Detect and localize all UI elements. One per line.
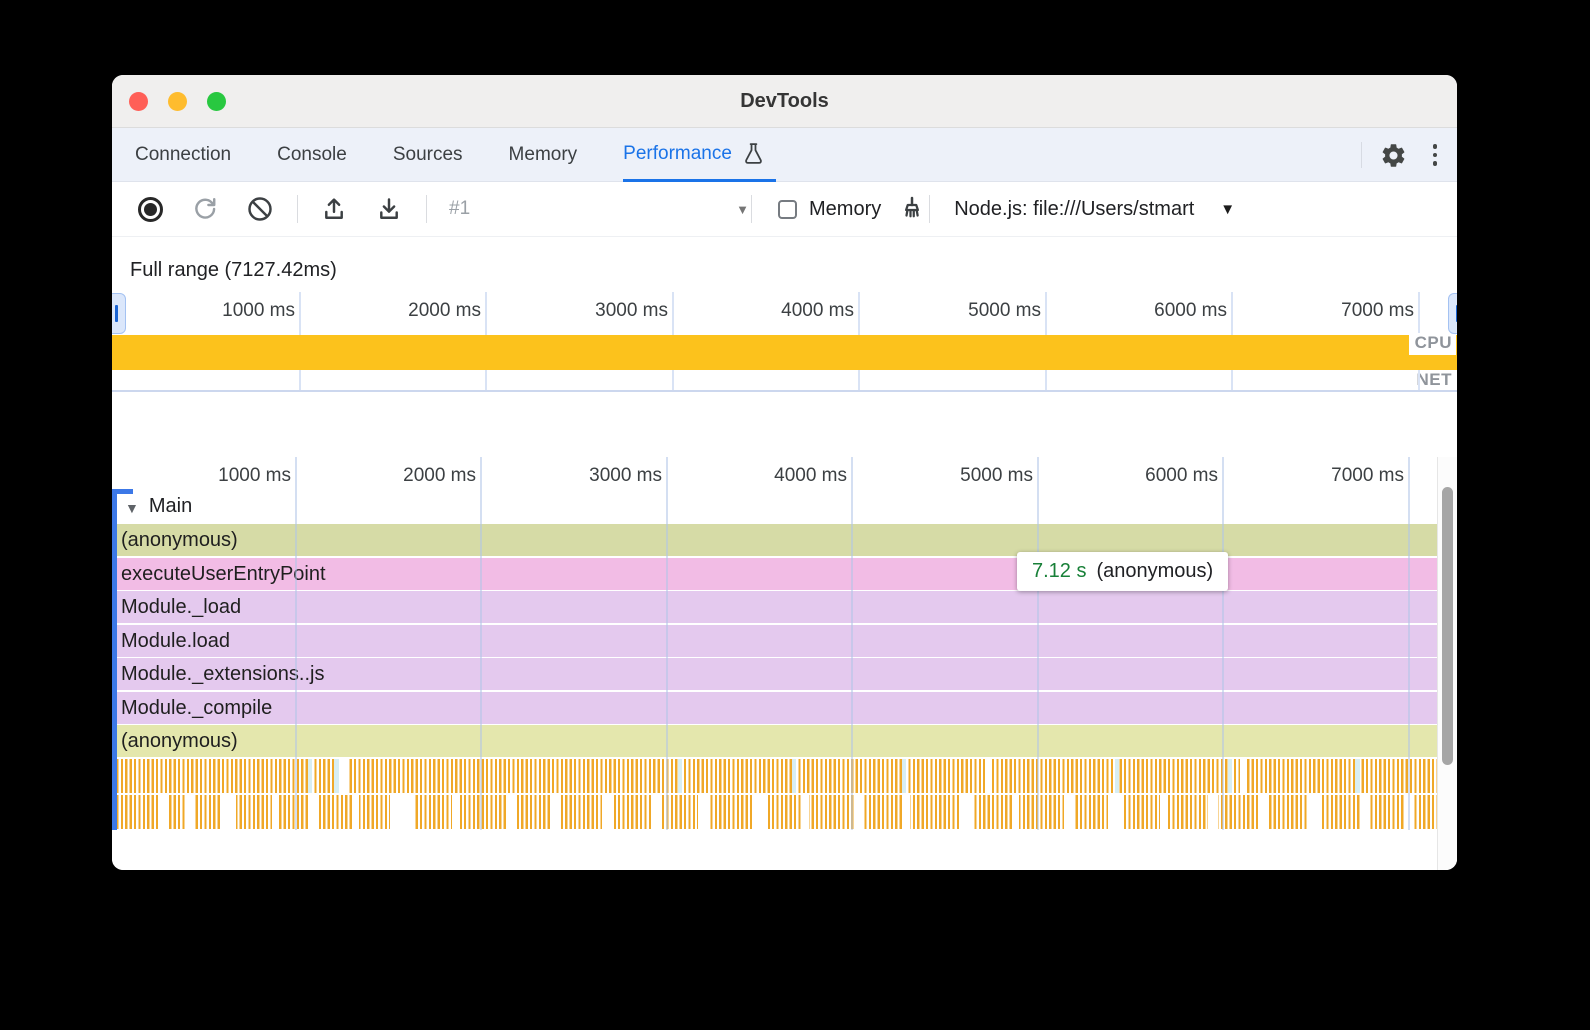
- ruler-tick: 3000 ms: [595, 300, 668, 321]
- memory-checkbox[interactable]: [778, 199, 797, 219]
- broom-icon[interactable]: [897, 194, 927, 224]
- flame-row[interactable]: (anonymous): [112, 725, 1437, 757]
- divider: [1360, 142, 1362, 168]
- range-handle-right[interactable]: [1448, 293, 1457, 334]
- flame-row[interactable]: Module.load: [112, 624, 1437, 657]
- full-range-label: Full range (7127.42ms): [112, 237, 1457, 292]
- flame-row[interactable]: (anonymous): [112, 524, 1437, 556]
- upload-profile-icon[interactable]: [314, 189, 354, 229]
- ruler-tick: 6000 ms: [1154, 300, 1227, 321]
- ruler-tick: 5000 ms: [968, 300, 1041, 321]
- tab-connection[interactable]: Connection: [135, 143, 232, 165]
- ruler-tick: 1000 ms: [222, 300, 295, 321]
- reload-and-record-icon[interactable]: [185, 189, 225, 229]
- window-title: DevTools: [740, 90, 829, 112]
- settings-gear-icon[interactable]: [1380, 142, 1407, 169]
- range-handle-left[interactable]: [112, 293, 126, 334]
- divider: [426, 195, 427, 223]
- tab-console[interactable]: Console: [277, 143, 347, 165]
- history-value: #1: [449, 198, 471, 219]
- chevron-down-icon: ▼: [736, 201, 749, 217]
- timeline-overview[interactable]: 1000 ms 2000 ms 3000 ms 4000 ms 5000 ms …: [112, 292, 1457, 457]
- ruler-tick: 3000 ms: [589, 465, 662, 486]
- clear-recording-icon[interactable]: [240, 189, 280, 229]
- divider: [929, 195, 931, 223]
- tab-memory[interactable]: Memory: [508, 143, 578, 165]
- ruler-tick: 2000 ms: [408, 300, 481, 321]
- scrollbar-thumb[interactable]: [1442, 487, 1453, 765]
- net-label: NET: [1416, 370, 1452, 389]
- flame-row[interactable]: Module._load: [112, 591, 1437, 623]
- tooltip-duration: 7.12 s: [1032, 560, 1087, 582]
- ruler-tick: 1000 ms: [218, 465, 291, 486]
- main-track-label: Main: [148, 495, 193, 517]
- chevron-down-icon: ▼: [1220, 200, 1236, 218]
- flame-row[interactable]: Module._extensions..js: [112, 658, 1437, 690]
- divider: [751, 195, 752, 223]
- more-options-icon[interactable]: [1429, 140, 1442, 170]
- tab-performance[interactable]: Performance: [623, 128, 776, 182]
- ruler-tick: 4000 ms: [774, 465, 847, 486]
- zoom-window-button[interactable]: [207, 92, 226, 111]
- minimize-window-button[interactable]: [168, 92, 187, 111]
- track-selection-bar: [112, 489, 117, 830]
- record-icon[interactable]: [130, 189, 170, 229]
- collapse-triangle-icon[interactable]: ▼: [125, 499, 139, 516]
- history-dropdown[interactable]: #1 ▼: [449, 198, 749, 220]
- target-selector-dropdown[interactable]: Node.js: file:///Users/stmart ▼: [954, 198, 1235, 221]
- flame-chart[interactable]: 1000 ms 2000 ms 3000 ms 4000 ms 5000 ms …: [112, 457, 1457, 870]
- main-track-header[interactable]: ▼ Main: [112, 489, 192, 524]
- download-profile-icon[interactable]: [369, 189, 409, 229]
- ruler-tick: 7000 ms: [1331, 465, 1404, 486]
- vertical-scrollbar[interactable]: [1437, 457, 1457, 870]
- tab-sources[interactable]: Sources: [392, 143, 463, 165]
- ruler-tick: 7000 ms: [1341, 300, 1414, 321]
- overview-ruler: 1000 ms 2000 ms 3000 ms 4000 ms 5000 ms …: [112, 292, 1457, 335]
- devtools-window: DevTools Connection Console Sources Memo…: [112, 75, 1457, 870]
- tab-bar-actions: [1360, 128, 1458, 182]
- ruler-tick: 5000 ms: [960, 465, 1033, 486]
- ruler-tick: 6000 ms: [1145, 465, 1218, 486]
- memory-label: Memory: [809, 197, 882, 220]
- ruler-tick: 2000 ms: [403, 465, 476, 486]
- flame-row-dense-calls[interactable]: [112, 795, 1437, 829]
- flame-row[interactable]: Module._compile: [112, 691, 1437, 724]
- title-bar: DevTools: [112, 75, 1457, 128]
- flame-row-dense-calls[interactable]: [112, 759, 1437, 793]
- ruler-tick: 4000 ms: [781, 300, 854, 321]
- tooltip-event-name: (anonymous): [1096, 560, 1214, 582]
- divider: [297, 195, 298, 223]
- event-tooltip: 7.12 s (anonymous): [1017, 552, 1229, 591]
- panel-tab-bar: Connection Console Sources Memory Perfor…: [112, 128, 1457, 182]
- cpu-label: CPU: [1408, 333, 1456, 355]
- cpu-activity-band[interactable]: CPU: [112, 333, 1457, 370]
- flask-icon: [741, 141, 766, 166]
- performance-toolbar: #1 ▼ Memory Node.js: file:///Users/stmar…: [112, 182, 1457, 237]
- memory-toggle[interactable]: Memory: [778, 198, 881, 221]
- close-window-button[interactable]: [129, 92, 148, 111]
- flame-row[interactable]: executeUserEntryPoint: [112, 557, 1437, 590]
- target-selector-value: Node.js: file:///Users/stmart: [954, 197, 1195, 220]
- network-band[interactable]: NET: [112, 370, 1457, 392]
